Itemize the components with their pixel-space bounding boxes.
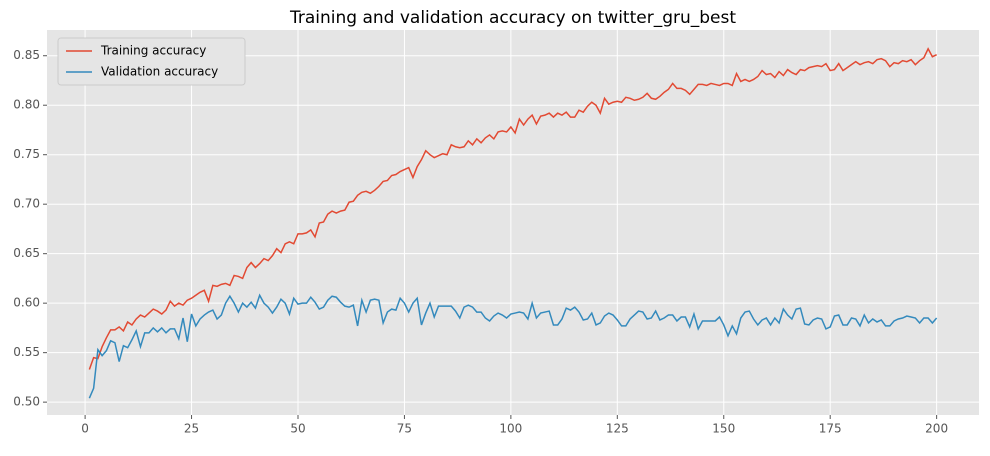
legend-label: Training accuracy xyxy=(100,44,206,58)
legend: Training accuracy Validation accuracy xyxy=(57,37,246,86)
y-tick-label: 0.75 xyxy=(13,147,40,161)
y-tick-label: 0.65 xyxy=(13,246,40,260)
x-tick-label: 150 xyxy=(712,422,735,436)
legend-label: Validation accuracy xyxy=(101,65,218,79)
legend-box xyxy=(57,37,246,86)
line-series xyxy=(88,293,938,399)
x-tick-label: 200 xyxy=(925,422,948,436)
y-tick-label: 0.85 xyxy=(13,48,40,62)
y-tick-label: 0.60 xyxy=(13,296,40,310)
x-tick-label: 75 xyxy=(397,422,412,436)
x-tick-label: 50 xyxy=(290,422,305,436)
y-tick-label: 0.55 xyxy=(13,345,40,359)
x-tick-label: 25 xyxy=(184,422,199,436)
y-tick-label: 0.80 xyxy=(13,98,40,112)
x-tick-label: 0 xyxy=(81,422,89,436)
x-tick-label: 125 xyxy=(606,422,629,436)
chart-title: Training and validation accuracy on twit… xyxy=(289,8,736,28)
line-series xyxy=(88,47,937,370)
y-tick-label: 0.50 xyxy=(13,395,40,409)
y-tick-label: 0.70 xyxy=(13,197,40,211)
x-tick-label: 175 xyxy=(819,422,842,436)
plot-area xyxy=(47,30,979,415)
x-tick-label: 100 xyxy=(499,422,522,436)
